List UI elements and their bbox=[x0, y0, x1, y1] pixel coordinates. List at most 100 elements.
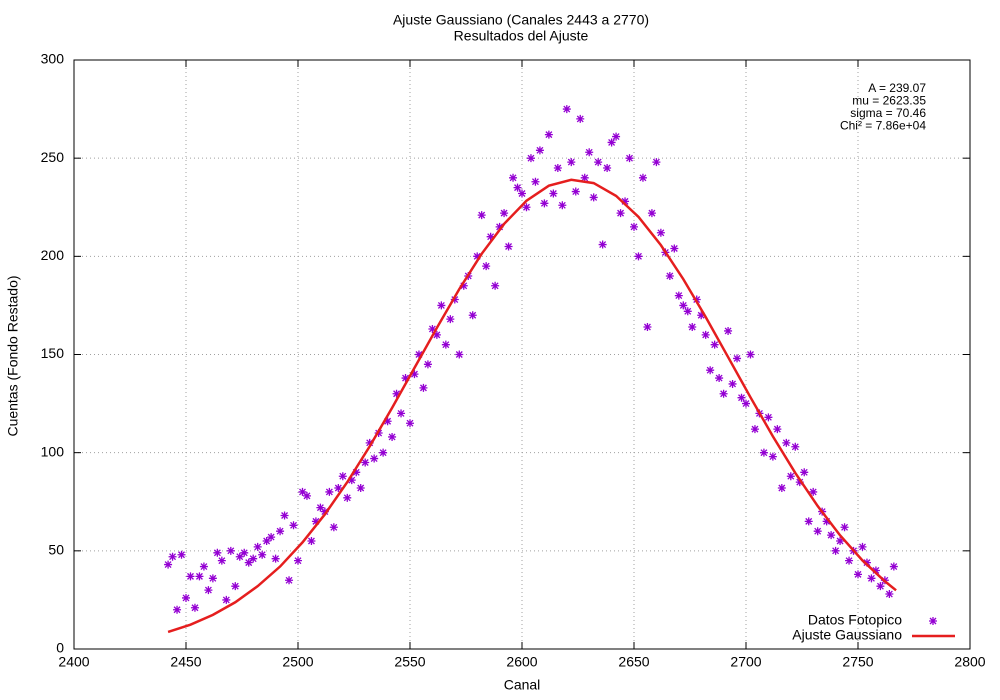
data-point bbox=[392, 389, 401, 398]
data-point bbox=[715, 374, 724, 383]
data-point bbox=[742, 399, 750, 408]
x-tick-label: 2800 bbox=[954, 654, 985, 670]
data-point bbox=[553, 163, 562, 172]
data-point bbox=[813, 527, 822, 536]
data-point bbox=[294, 556, 302, 565]
data-point bbox=[302, 491, 311, 500]
data-point bbox=[540, 199, 549, 208]
data-point bbox=[316, 503, 325, 512]
data-point bbox=[647, 209, 656, 218]
data-point bbox=[616, 209, 625, 218]
data-point bbox=[845, 556, 854, 565]
data-point bbox=[759, 448, 768, 457]
data-point bbox=[777, 484, 786, 493]
data-point bbox=[231, 582, 240, 591]
data-point bbox=[222, 595, 231, 604]
data-point bbox=[701, 330, 710, 339]
data-point bbox=[289, 521, 298, 530]
x-tick-label: 2550 bbox=[394, 654, 425, 670]
data-point bbox=[370, 454, 379, 463]
x-tick-label: 2650 bbox=[618, 654, 649, 670]
data-point bbox=[634, 252, 643, 261]
x-tick-label: 2750 bbox=[842, 654, 873, 670]
data-point bbox=[446, 315, 455, 324]
data-point bbox=[365, 438, 374, 447]
data-point bbox=[361, 458, 370, 467]
data-point bbox=[468, 311, 477, 320]
data-point bbox=[724, 326, 733, 335]
data-point bbox=[307, 537, 316, 546]
x-tick-label: 2400 bbox=[58, 654, 89, 670]
data-point bbox=[423, 360, 432, 369]
data-point bbox=[746, 350, 755, 359]
data-point bbox=[199, 562, 208, 571]
fit-annotation: A = 239.07 bbox=[868, 81, 926, 95]
data-point bbox=[625, 154, 634, 163]
data-point bbox=[325, 487, 334, 496]
y-tick-label: 200 bbox=[41, 247, 65, 263]
chart-title: Ajuste Gaussiano (Canales 2443 a 2770) bbox=[393, 12, 649, 28]
data-point bbox=[235, 552, 244, 561]
data-point bbox=[558, 201, 567, 210]
y-axis-label: Cuentas (Fondo Restado) bbox=[5, 275, 21, 436]
data-point bbox=[459, 281, 468, 290]
data-point bbox=[401, 374, 410, 383]
data-point bbox=[168, 552, 177, 561]
data-point bbox=[768, 452, 777, 461]
data-point bbox=[638, 173, 647, 182]
data-point bbox=[491, 281, 500, 290]
data-point bbox=[697, 311, 706, 320]
data-point bbox=[750, 425, 759, 434]
data-point bbox=[406, 419, 414, 428]
data-point bbox=[526, 154, 535, 163]
data-point bbox=[652, 158, 661, 167]
data-point bbox=[804, 517, 813, 526]
data-point bbox=[607, 138, 616, 147]
data-point bbox=[867, 574, 876, 583]
data-point bbox=[549, 189, 558, 198]
fit-annotation: mu = 2623.35 bbox=[852, 94, 926, 108]
x-tick-label: 2450 bbox=[170, 654, 201, 670]
data-point bbox=[737, 393, 746, 402]
data-point bbox=[329, 523, 338, 532]
data-point bbox=[827, 531, 836, 540]
data-point bbox=[195, 572, 204, 581]
data-point bbox=[688, 323, 697, 332]
data-point bbox=[173, 605, 182, 614]
data-point bbox=[217, 556, 226, 565]
data-point bbox=[576, 114, 585, 123]
data-point bbox=[876, 582, 885, 591]
data-point bbox=[733, 354, 742, 363]
data-point bbox=[594, 158, 603, 167]
x-tick-label: 2500 bbox=[282, 654, 313, 670]
data-point bbox=[473, 252, 482, 261]
data-point bbox=[419, 383, 428, 392]
data-point bbox=[612, 132, 621, 141]
data-point bbox=[477, 211, 486, 220]
data-point bbox=[190, 603, 199, 612]
data-point bbox=[522, 203, 531, 212]
data-point bbox=[204, 586, 213, 595]
data-point bbox=[795, 478, 804, 487]
data-point bbox=[621, 197, 630, 206]
data-point bbox=[495, 222, 504, 231]
data-point bbox=[706, 366, 715, 375]
data-point bbox=[244, 558, 253, 567]
data-point bbox=[482, 262, 491, 271]
data-point bbox=[603, 163, 612, 172]
data-point bbox=[773, 425, 782, 434]
data-point bbox=[728, 379, 737, 388]
data-point bbox=[338, 472, 347, 481]
data-point bbox=[885, 590, 894, 599]
legend-marker bbox=[929, 617, 937, 625]
data-point bbox=[428, 324, 437, 333]
data-point bbox=[383, 417, 392, 426]
data-point bbox=[571, 187, 580, 196]
x-tick-label: 2600 bbox=[506, 654, 537, 670]
data-point bbox=[854, 570, 862, 579]
data-point bbox=[531, 177, 540, 186]
data-point bbox=[544, 130, 553, 139]
data-point bbox=[432, 330, 441, 339]
data-point bbox=[840, 523, 849, 532]
